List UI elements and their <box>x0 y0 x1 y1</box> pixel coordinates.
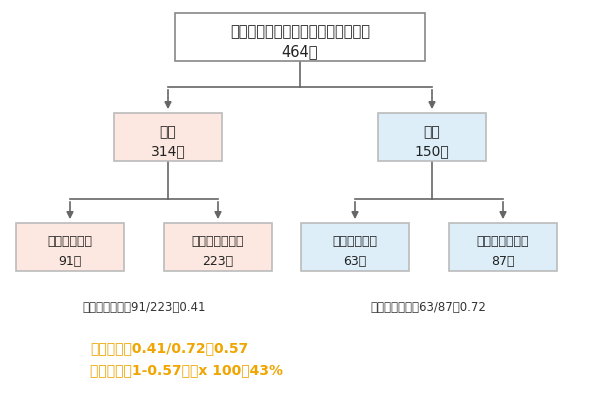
Text: オッズ比：0.41/0.72＝0.57: オッズ比：0.41/0.72＝0.57 <box>90 340 248 354</box>
FancyBboxPatch shape <box>449 224 557 271</box>
Text: 陽性: 陽性 <box>160 124 176 139</box>
Text: ワクチン接種: ワクチン接種 <box>332 234 377 247</box>
Text: 223例: 223例 <box>202 254 233 267</box>
FancyBboxPatch shape <box>378 114 486 162</box>
FancyBboxPatch shape <box>164 224 272 271</box>
Text: ワクチン接種: ワクチン接種 <box>47 234 92 247</box>
Text: 接種のオッズ：91/223＝0.41: 接種のオッズ：91/223＝0.41 <box>82 301 206 314</box>
Text: 接種のオッズ：63/87＝0.72: 接種のオッズ：63/87＝0.72 <box>370 301 486 314</box>
Text: 87例: 87例 <box>491 254 515 267</box>
Text: ワクチン未接種: ワクチン未接種 <box>477 234 529 247</box>
FancyBboxPatch shape <box>175 14 425 62</box>
Text: 有効率；（1-0.57）　x 100＝43%: 有効率；（1-0.57） x 100＝43% <box>90 362 283 376</box>
FancyBboxPatch shape <box>114 114 222 162</box>
FancyBboxPatch shape <box>301 224 409 271</box>
Text: インフルエンザ様疾患による受診者: インフルエンザ様疾患による受診者 <box>230 24 370 39</box>
Text: 150例: 150例 <box>415 144 449 158</box>
Text: 91例: 91例 <box>58 254 82 267</box>
Text: 63例: 63例 <box>343 254 367 267</box>
FancyBboxPatch shape <box>16 224 124 271</box>
Text: ワクチン未接種: ワクチン未接種 <box>192 234 244 247</box>
Text: 464例: 464例 <box>282 44 318 59</box>
Text: 陰性: 陰性 <box>424 124 440 139</box>
Text: 314例: 314例 <box>151 144 185 158</box>
